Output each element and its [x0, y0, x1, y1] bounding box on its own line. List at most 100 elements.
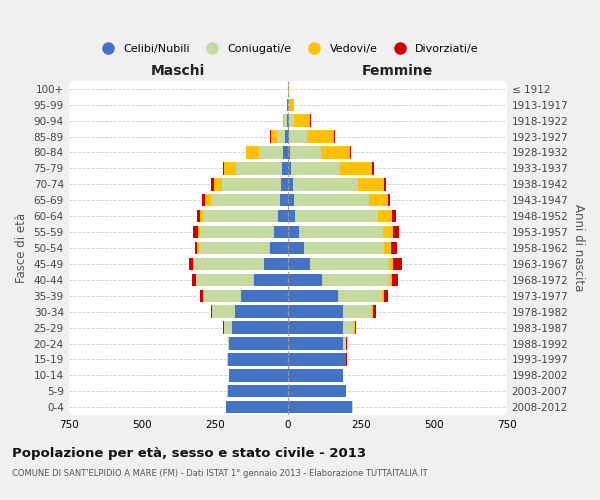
Y-axis label: Anni di nascita: Anni di nascita — [572, 204, 585, 292]
Bar — [310, 258, 389, 270]
Bar — [246, 146, 259, 158]
Bar — [288, 98, 289, 111]
Bar — [222, 178, 281, 190]
Bar — [338, 290, 382, 302]
Bar — [197, 210, 200, 222]
Bar — [284, 114, 287, 127]
Bar — [384, 290, 388, 302]
Bar — [192, 274, 196, 286]
Bar — [226, 401, 287, 413]
Bar — [287, 210, 295, 222]
Bar — [197, 242, 199, 254]
Text: COMUNE DI SANT'ELPIDIO A MARE (FM) - Dati ISTAT 1° gennaio 2013 - Elaborazione T: COMUNE DI SANT'ELPIDIO A MARE (FM) - Dat… — [12, 469, 428, 478]
Bar — [232, 322, 287, 334]
Bar — [350, 146, 351, 158]
Bar — [287, 114, 289, 127]
Bar — [287, 130, 289, 143]
Bar — [295, 210, 377, 222]
Bar — [369, 194, 388, 206]
Bar — [377, 210, 392, 222]
Bar — [212, 306, 235, 318]
Bar — [282, 162, 287, 174]
Bar — [280, 194, 287, 206]
Bar — [322, 274, 389, 286]
Bar — [229, 338, 287, 349]
Bar — [203, 210, 278, 222]
Text: Femmine: Femmine — [362, 64, 433, 78]
Bar — [211, 178, 214, 190]
Bar — [388, 194, 390, 206]
Bar — [304, 242, 384, 254]
Bar — [295, 114, 310, 127]
Bar — [289, 130, 307, 143]
Bar — [373, 306, 376, 318]
Bar — [196, 274, 254, 286]
Bar — [214, 178, 222, 190]
Bar — [205, 194, 211, 206]
Bar — [269, 242, 287, 254]
Bar — [228, 353, 287, 366]
Bar — [229, 369, 287, 382]
Bar — [382, 290, 384, 302]
Bar — [287, 178, 293, 190]
Bar — [211, 194, 280, 206]
Bar — [283, 146, 287, 158]
Text: Maschi: Maschi — [151, 64, 205, 78]
Bar — [200, 290, 203, 302]
Bar — [389, 258, 393, 270]
Bar — [211, 306, 212, 318]
Bar — [291, 162, 340, 174]
Bar — [193, 258, 194, 270]
Bar — [289, 114, 295, 127]
Bar — [287, 353, 346, 366]
Bar — [228, 385, 287, 398]
Y-axis label: Fasce di età: Fasce di età — [15, 213, 28, 283]
Bar — [287, 162, 291, 174]
Bar — [277, 130, 286, 143]
Bar — [286, 130, 287, 143]
Bar — [198, 226, 200, 238]
Bar — [223, 162, 224, 174]
Legend: Celibi/Nubili, Coniugati/e, Vedovi/e, Divorziati/e: Celibi/Nubili, Coniugati/e, Vedovi/e, Di… — [92, 40, 483, 58]
Bar — [193, 226, 198, 238]
Bar — [200, 226, 274, 238]
Bar — [353, 322, 355, 334]
Bar — [358, 178, 384, 190]
Bar — [389, 274, 392, 286]
Bar — [384, 178, 386, 190]
Text: Popolazione per età, sesso e stato civile - 2013: Popolazione per età, sesso e stato civil… — [12, 446, 366, 460]
Bar — [392, 210, 396, 222]
Bar — [236, 162, 282, 174]
Bar — [384, 242, 391, 254]
Bar — [278, 210, 287, 222]
Bar — [343, 306, 371, 318]
Bar — [393, 258, 402, 270]
Bar — [320, 146, 350, 158]
Bar — [194, 242, 197, 254]
Bar — [371, 306, 373, 318]
Bar — [287, 146, 290, 158]
Bar — [340, 162, 373, 174]
Bar — [287, 322, 343, 334]
Bar — [355, 322, 356, 334]
Bar — [287, 369, 343, 382]
Bar — [343, 338, 346, 349]
Bar — [287, 306, 343, 318]
Bar — [259, 146, 283, 158]
Bar — [287, 401, 352, 413]
Bar — [392, 274, 398, 286]
Bar — [287, 242, 304, 254]
Bar — [271, 130, 277, 143]
Bar — [264, 258, 287, 270]
Bar — [293, 194, 369, 206]
Bar — [235, 306, 287, 318]
Bar — [383, 226, 393, 238]
Bar — [391, 242, 397, 254]
Bar — [290, 146, 320, 158]
Bar — [199, 242, 269, 254]
Bar — [299, 226, 383, 238]
Bar — [393, 226, 399, 238]
Bar — [287, 274, 322, 286]
Bar — [224, 322, 232, 334]
Bar — [202, 194, 205, 206]
